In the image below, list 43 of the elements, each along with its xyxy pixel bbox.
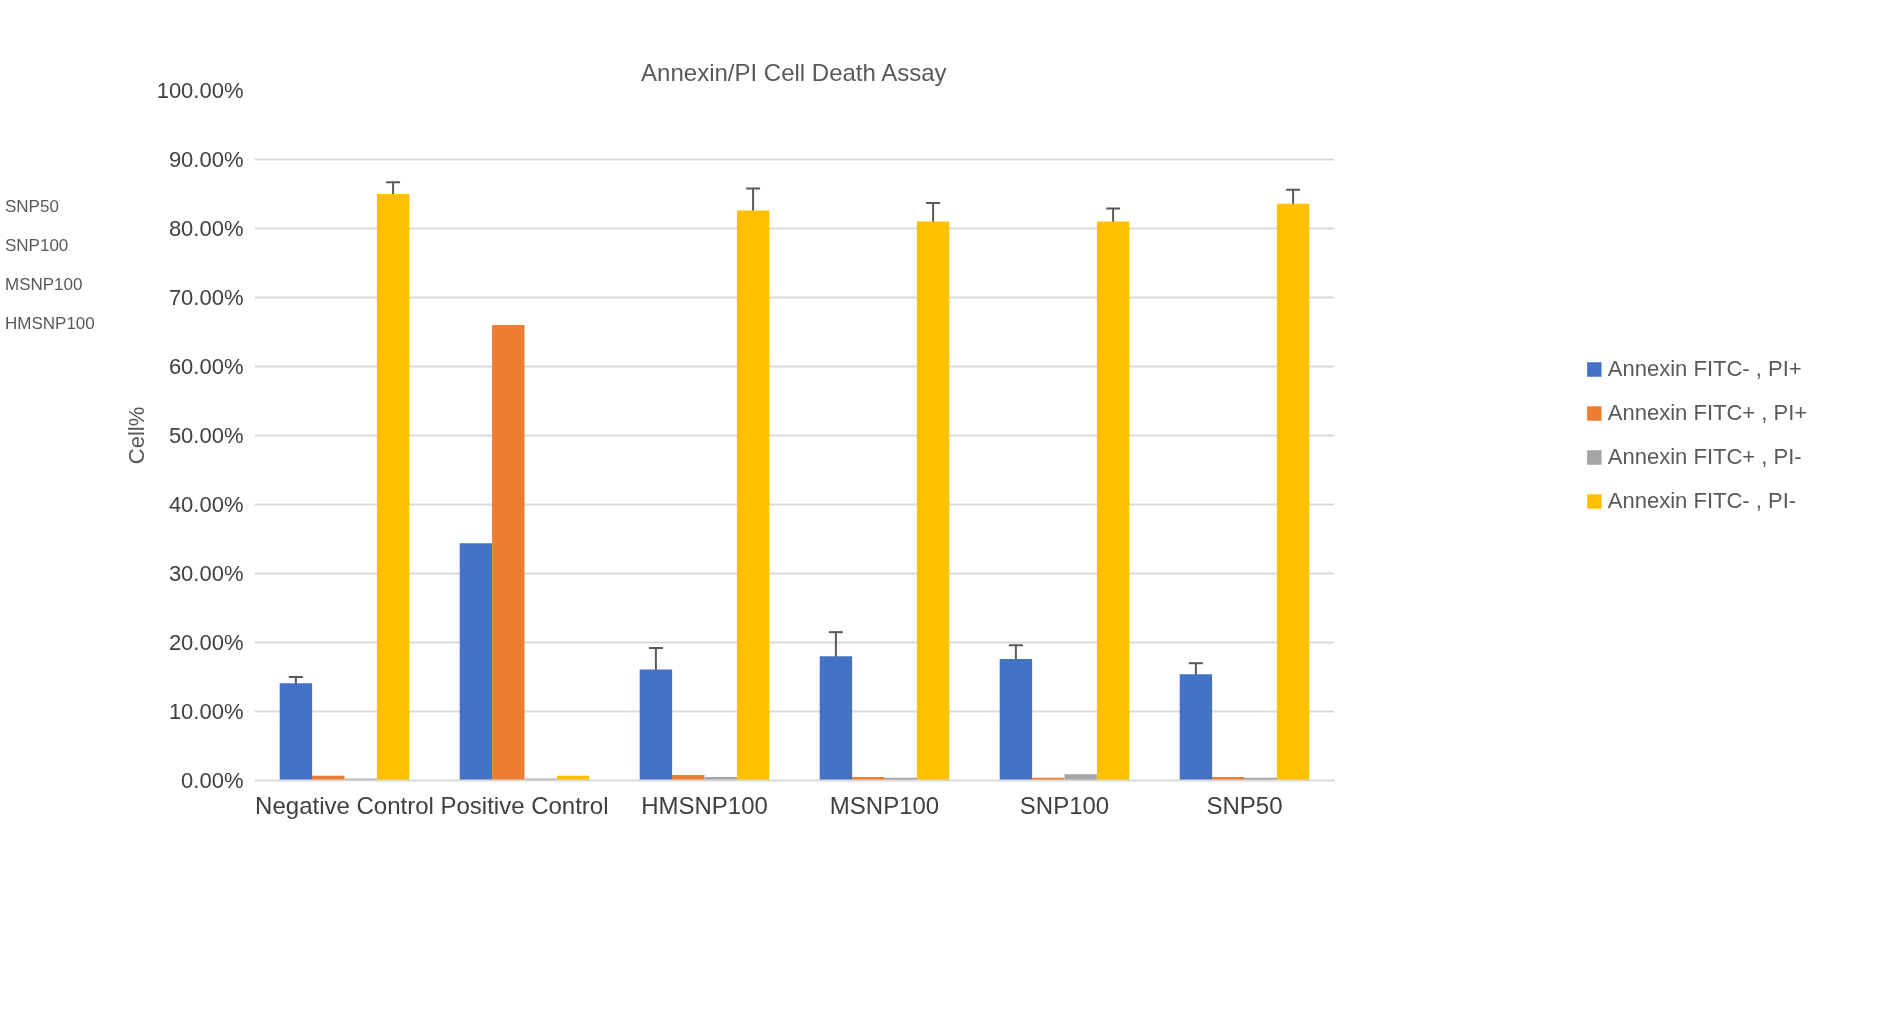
legend-label: Annexin FITC- , PI- bbox=[1607, 488, 1797, 514]
y-tick-label: 90.00% bbox=[168, 147, 244, 172]
text: SNP100 bbox=[5, 235, 70, 257]
bar bbox=[1064, 774, 1097, 781]
x-tick-label: Negative Control bbox=[255, 791, 434, 819]
legend-label: Annexin FITC+ , PI- bbox=[1607, 444, 1802, 470]
x-tick-label: Positive Control bbox=[440, 791, 609, 819]
text: MSNP100 bbox=[5, 274, 84, 296]
bar bbox=[639, 669, 673, 781]
y-tick-label: 10.00% bbox=[168, 699, 244, 724]
x-tick-label: SNP100 bbox=[1019, 791, 1110, 819]
bar bbox=[376, 194, 410, 781]
bar bbox=[1179, 674, 1213, 781]
bar bbox=[492, 325, 525, 781]
bar bbox=[524, 778, 557, 781]
bar bbox=[279, 683, 313, 781]
y-tick-label: 30.00% bbox=[168, 561, 244, 586]
y-axis-title: Cell% bbox=[123, 406, 149, 465]
bar bbox=[1276, 203, 1310, 781]
y-tick-label: 40.00% bbox=[168, 492, 244, 517]
bar bbox=[459, 543, 493, 781]
y-tick-label: 60.00% bbox=[168, 354, 244, 379]
bar bbox=[1096, 221, 1130, 781]
y-tick-label: 100.00% bbox=[156, 78, 244, 103]
y-tick-label: 70.00% bbox=[168, 285, 244, 310]
text: SNP50 bbox=[5, 196, 60, 218]
x-tick-label: SNP50 bbox=[1206, 791, 1283, 819]
y-tick-label: 50.00% bbox=[168, 423, 244, 448]
legend-label: Annexin FITC- , PI+ bbox=[1607, 356, 1802, 382]
bar bbox=[344, 778, 377, 781]
y-tick-label: 20.00% bbox=[168, 630, 244, 655]
x-tick-label: MSNP100 bbox=[829, 791, 940, 819]
y-tick-label: 0.00% bbox=[181, 768, 244, 793]
legend-label: Annexin FITC+ , PI+ bbox=[1607, 400, 1808, 426]
bar bbox=[916, 221, 950, 781]
bar bbox=[736, 210, 770, 781]
text: HMSNP100 bbox=[5, 313, 95, 335]
chart-title: Annexin/PI Cell Death Assay bbox=[641, 58, 947, 86]
y-tick-label: 80.00% bbox=[168, 216, 244, 241]
bar bbox=[999, 659, 1033, 781]
x-tick-label: HMSNP100 bbox=[641, 791, 768, 819]
bar bbox=[672, 774, 705, 781]
bar bbox=[819, 656, 853, 781]
